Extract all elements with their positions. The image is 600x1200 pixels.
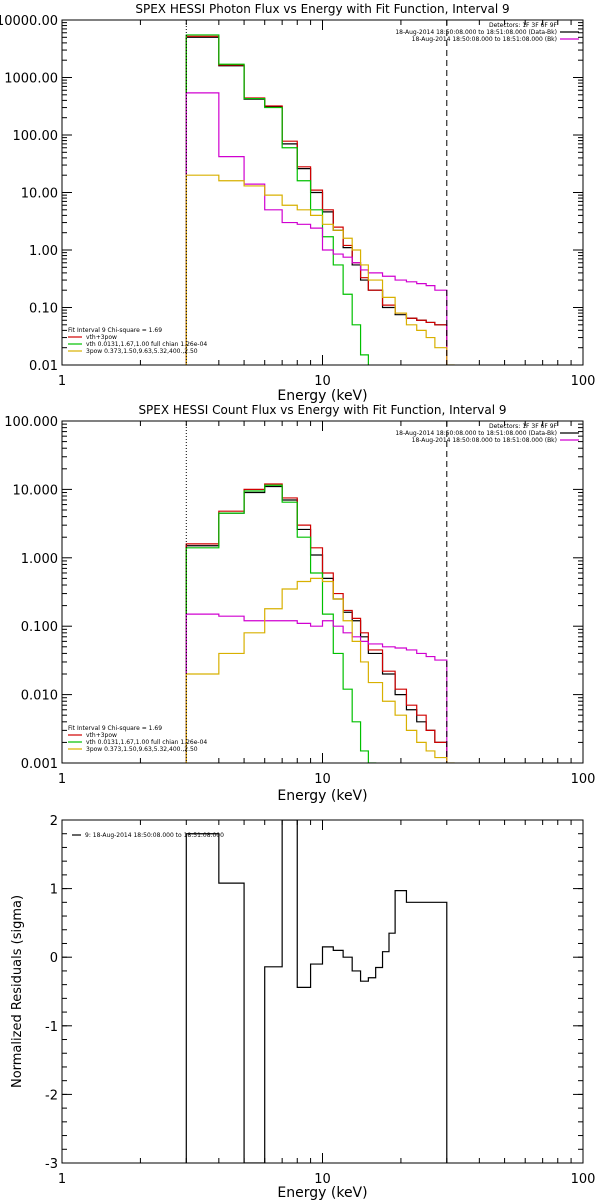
legend-text: vth 0.0131,1.67,1.00 full chian 1.26e-04 — [86, 739, 207, 746]
legend-text: Detectors: 1F 3F 6F 9F — [489, 22, 558, 29]
x-tick-label: 100 — [571, 772, 596, 787]
series-line-3 — [185, 92, 448, 365]
x-tick-label: 1 — [58, 1172, 66, 1187]
y-tick-label: -1 — [45, 1020, 58, 1035]
legend-text: 3pow 0.373,1.50,9.63,5.32,400.,2.50 — [86, 348, 198, 355]
series-line-4 — [185, 577, 455, 763]
y-tick-label: 0.100 — [21, 620, 58, 635]
plot-area — [185, 483, 455, 763]
series-line-0 — [185, 36, 448, 365]
y-tick-label: 0 — [50, 951, 58, 966]
legend-text: Fit Interval 9 Chi-square = 1.69 — [68, 725, 162, 732]
legend-text: 18-Aug-2014 18:50:08.000 to 18:51:08.000… — [395, 29, 557, 36]
x-axis-label: Energy (keV) — [277, 788, 367, 804]
legend-text: 9: 18-Aug-2014 18:50:08.000 to 18:51:08.… — [85, 832, 224, 839]
legend-text: vth+3pow — [86, 732, 117, 739]
legend-text: 3pow 0.373,1.50,9.63,5.32,400.,2.50 — [86, 746, 198, 753]
y-tick-label: 1.000 — [21, 552, 58, 567]
y-tick-label: 1000.00 — [4, 72, 58, 87]
y-tick-label: 1 — [50, 883, 58, 898]
chart-title: SPEX HESSI Count Flux vs Energy with Fit… — [138, 403, 506, 417]
y-tick-label: 1.00 — [29, 244, 58, 259]
x-tick-label: 10 — [314, 1172, 331, 1187]
x-tick-label: 1 — [58, 374, 66, 389]
y-tick-label: -3 — [45, 1157, 58, 1172]
y-tick-label: 0.01 — [29, 359, 58, 374]
plot-frame — [61, 420, 584, 764]
series-line-3 — [185, 613, 448, 763]
x-tick-label: 100 — [571, 374, 596, 389]
x-tick-label: 10 — [314, 772, 331, 787]
chart-title: SPEX HESSI Photon Flux vs Energy with Fi… — [135, 2, 509, 16]
legend-text: Detectors: 1F 3F 6F 9F — [489, 423, 558, 430]
photon-flux-panel: SPEX HESSI Photon Flux vs Energy with Fi… — [0, 2, 595, 404]
x-tick-label: 1 — [58, 772, 66, 787]
series-line-0 — [185, 820, 448, 1163]
plot-area — [185, 820, 448, 1163]
series-line-1 — [185, 35, 448, 365]
x-axis-label: Energy (keV) — [277, 388, 367, 404]
legend-text: vth+3pow — [86, 334, 117, 341]
legend-text: 18-Aug-2014 18:50:08.000 to 18:51:08.000… — [412, 36, 557, 43]
y-tick-label: 100.000 — [4, 415, 58, 430]
plot-frame — [61, 19, 584, 366]
x-tick-label: 10 — [314, 374, 331, 389]
legend-text: 18-Aug-2014 18:50:08.000 to 18:51:08.000… — [412, 437, 557, 444]
y-tick-label: 0.010 — [21, 689, 58, 704]
series-line-4 — [185, 174, 455, 365]
series-line-0 — [185, 485, 448, 763]
y-tick-label: 0.10 — [29, 302, 58, 317]
series-line-2 — [185, 34, 369, 365]
plot-frame — [61, 819, 584, 1164]
count-flux-panel: SPEX HESSI Count Flux vs Energy with Fit… — [4, 403, 595, 804]
x-tick-label: 100 — [571, 1172, 596, 1187]
legend-text: 18-Aug-2014 18:50:08.000 to 18:51:08.000… — [395, 430, 557, 437]
y-tick-label: 10000.00 — [0, 14, 58, 29]
legend-text: vth 0.0131,1.67,1.00 full chian 1.26e-04 — [86, 341, 207, 348]
y-tick-label: 2 — [50, 814, 58, 829]
legend-text: Fit Interval 9 Chi-square = 1.69 — [68, 327, 162, 334]
plot-area — [185, 34, 455, 365]
y-tick-label: 10.00 — [21, 187, 58, 202]
y-tick-label: 100.00 — [13, 129, 59, 144]
y-tick-label: 10.000 — [13, 483, 59, 498]
y-tick-label: -2 — [45, 1088, 58, 1103]
y-axis-label: Normalized Residuals (sigma) — [10, 895, 25, 1088]
series-line-2 — [185, 484, 377, 763]
y-tick-label: 0.001 — [21, 757, 58, 772]
x-axis-label: Energy (keV) — [277, 1185, 367, 1200]
